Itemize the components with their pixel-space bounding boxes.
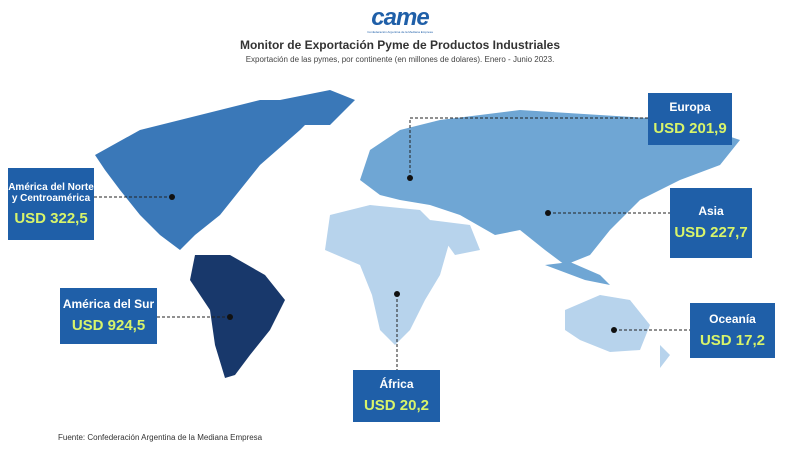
new-zealand (660, 345, 670, 368)
dot (545, 210, 551, 216)
region-box: África USD 20,2 (353, 370, 440, 422)
dot (394, 291, 400, 297)
title: Monitor de Exportación Pyme de Productos… (239, 38, 561, 52)
region-name: América del Norte y Centroamérica (8, 181, 94, 204)
dot (227, 314, 233, 320)
eurasia (360, 110, 740, 265)
southeast-asia (545, 262, 610, 285)
greenland (280, 90, 355, 125)
region-value: USD 322,5 (14, 209, 88, 227)
region-box: América del Norte y Centroamérica USD 32… (8, 168, 94, 240)
region-value: USD 201,9 (653, 120, 727, 137)
region-name: Asia (698, 204, 724, 218)
africa (325, 205, 450, 345)
subtitle: Exportación de las pymes, por continente… (245, 55, 555, 64)
region-value: USD 20,2 (363, 397, 430, 414)
north-america (95, 100, 330, 250)
south-america (190, 255, 285, 378)
region-name: América del Sur (62, 297, 155, 311)
dot (407, 175, 413, 181)
region-box: Asia USD 227,7 (670, 188, 752, 258)
dot (611, 327, 617, 333)
region-name: África (379, 377, 414, 391)
logo-caption: Confederación Argentina de la Mediana Em… (367, 30, 433, 34)
region-box: Oceanía USD 17,2 (690, 303, 775, 358)
region-box: Europa USD 201,9 (648, 93, 732, 145)
middle-east (430, 220, 480, 255)
region-name: Oceanía (709, 311, 756, 326)
logo: came (371, 4, 429, 31)
region-value: USD 924,5 (71, 317, 146, 334)
dot (169, 194, 175, 200)
region-box: América del Sur USD 924,5 (60, 288, 157, 344)
connector (409, 117, 648, 178)
source: Fuente: Confederación Argentina de la Me… (58, 433, 263, 442)
region-value: USD 17,2 (699, 331, 766, 349)
australia (565, 295, 650, 352)
region-name: Europa (669, 100, 711, 114)
region-value: USD 227,7 (674, 224, 748, 241)
